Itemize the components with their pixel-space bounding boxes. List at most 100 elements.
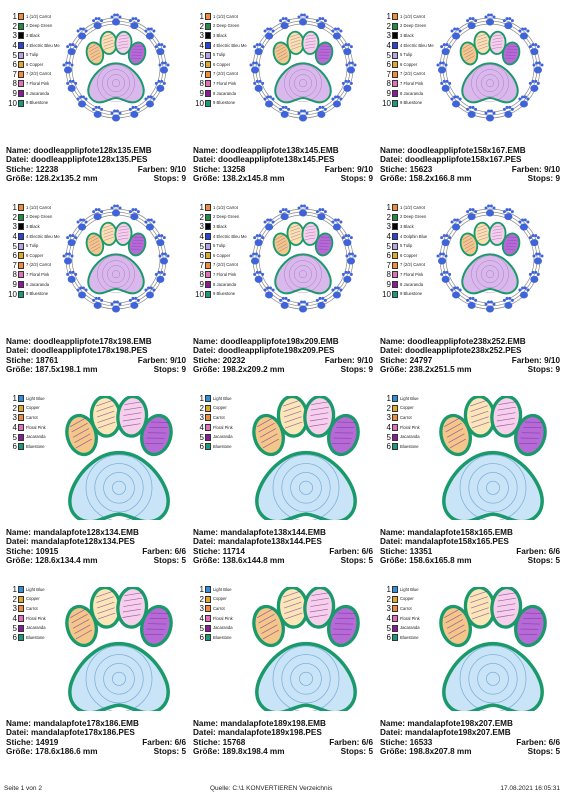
color-swatch: [18, 433, 24, 441]
toe-pattern-line: [133, 239, 144, 241]
color-swatch: [18, 80, 24, 88]
color-swatch: [18, 213, 24, 221]
toe-pattern-line: [305, 40, 316, 43]
pad-pattern-ring: [477, 472, 509, 504]
color-swatch: [205, 61, 211, 69]
size-row: Größe: 198.8x207.8 mm Stops: 5: [380, 747, 560, 756]
pad-pattern-ring: [294, 74, 312, 93]
design-info: Name: doodleapplipfote178x198.EMB Datei: …: [6, 337, 186, 374]
toe-pattern-line: [95, 590, 114, 598]
toe-pattern-line: [90, 243, 100, 249]
design-info: Name: mandalapfote198x207.EMB Datei: mand…: [380, 719, 560, 756]
toe-pattern-line: [118, 37, 129, 40]
name-label: Name:: [380, 337, 406, 346]
stitches-label: Stiche:: [193, 355, 221, 365]
legend-number: 1: [12, 203, 17, 213]
colors-label: Farben:: [137, 164, 168, 174]
toe-pattern-line: [104, 45, 114, 50]
legend-row: 2 Copper: [193, 595, 263, 605]
toe-pattern-line: [275, 43, 285, 49]
legend-color-name: Light Blue: [213, 395, 232, 401]
small-paw-icon: [341, 234, 353, 247]
main-pad: [68, 450, 170, 520]
legend-color-name: 5 Tulip: [26, 243, 39, 249]
toe-pattern-line: [97, 416, 115, 423]
legend-number: 9: [12, 280, 17, 290]
toe-pattern-line: [491, 237, 503, 240]
color-swatch: [392, 233, 398, 241]
small-paw-icon: [110, 204, 122, 217]
toe-pattern-line: [507, 236, 519, 238]
toe-pattern-line: [465, 55, 475, 61]
stop-count: 9: [555, 173, 560, 183]
color-swatch: [18, 252, 24, 260]
toe-pattern-line: [132, 242, 143, 244]
toe-pattern-line: [506, 242, 517, 244]
legend-row: 5 Jacaranda: [380, 432, 450, 442]
small-paw-icon: [528, 43, 540, 56]
doodle-paw-design: [249, 204, 357, 313]
legend-row: 10 9 Bluestone: [6, 98, 76, 108]
design-name: doodleapplipfote158x167.EMB: [407, 146, 526, 155]
legend-row: 4 Floral Pink: [380, 423, 450, 433]
name-label: Name:: [6, 719, 32, 728]
pad-pattern-ring: [486, 671, 500, 686]
legend-color-name: Floral Pink: [213, 615, 233, 621]
mandala-paw-design: [252, 587, 360, 711]
toe-pad: [514, 413, 547, 457]
stitch-count: 24797: [409, 355, 433, 365]
design-size: 128.6x134.4 mm: [35, 555, 98, 565]
legend-number: 2: [199, 403, 204, 413]
stops-label: Stops:: [340, 555, 367, 565]
pad-pattern-ring: [103, 472, 135, 504]
legend-number: 7: [199, 69, 204, 79]
legend-color-name: 7 Floral Pink: [213, 271, 237, 277]
paw-shape: [65, 587, 173, 711]
design-file: doodleapplipfote238x252.PES: [405, 346, 522, 356]
toe-pattern-line: [257, 417, 274, 427]
color-swatch: [18, 51, 24, 59]
pad-pattern-ring: [112, 480, 126, 495]
color-swatch: [18, 615, 24, 623]
legend-number: 1: [386, 203, 391, 213]
color-swatch: [18, 586, 24, 594]
design-file: doodleapplipfote178x198.PES: [31, 346, 148, 356]
color-swatch: [205, 22, 211, 30]
color-count: 6/6: [361, 737, 373, 747]
toe-pattern-line: [471, 416, 489, 423]
size-row: Größe: 158.6x165.8 mm Stops: 5: [380, 556, 560, 565]
legend-color-name: Jacaranda: [213, 434, 233, 440]
color-swatch: [18, 595, 24, 603]
design-info: Name: mandalapfote189x198.EMB Datei: mand…: [193, 719, 373, 756]
size-label: Größe:: [380, 364, 407, 374]
file-row: Datei: doodleapplipfote198x209.PES: [193, 346, 373, 355]
legend-color-name: Jacaranda: [400, 625, 420, 631]
toe-pattern-line: [103, 36, 114, 41]
colors-label: Farben:: [511, 164, 542, 174]
toe-pattern-line: [320, 45, 332, 47]
toe-pattern-line: [118, 43, 129, 46]
legend-color-name: 8 Jacaranda: [213, 281, 237, 287]
stops-label: Stops:: [153, 173, 180, 183]
legend-row: 4 4 Electric Bleu Me: [6, 232, 76, 242]
color-swatch: [205, 595, 211, 603]
pad-pattern-ring: [476, 260, 504, 288]
color-count: 9/10: [170, 164, 186, 174]
stitches-row: Stiche: 11714 Farben: 6/6: [193, 547, 373, 556]
legend-color-name: 8 Jacaranda: [26, 281, 50, 287]
legend-row: 9 8 Jacaranda: [380, 280, 450, 290]
color-swatch: [205, 252, 211, 260]
legend-number: 7: [12, 69, 17, 79]
name-row: Name: doodleapplipfote128x135.EMB: [6, 146, 186, 155]
toe-pattern-line: [122, 423, 141, 427]
color-swatch: [392, 595, 398, 603]
color-swatch: [392, 281, 398, 289]
legend-row: 2 2 Deep Green: [193, 22, 263, 32]
toe-pattern-line: [497, 597, 516, 602]
small-paw-icon: [331, 218, 343, 231]
file-row: Datei: doodleapplipfote178x198.PES: [6, 346, 186, 355]
file-label: Datei:: [193, 155, 216, 165]
toe-pad: [327, 604, 360, 648]
color-swatch: [392, 22, 398, 30]
pad-pattern-ring: [294, 265, 312, 284]
